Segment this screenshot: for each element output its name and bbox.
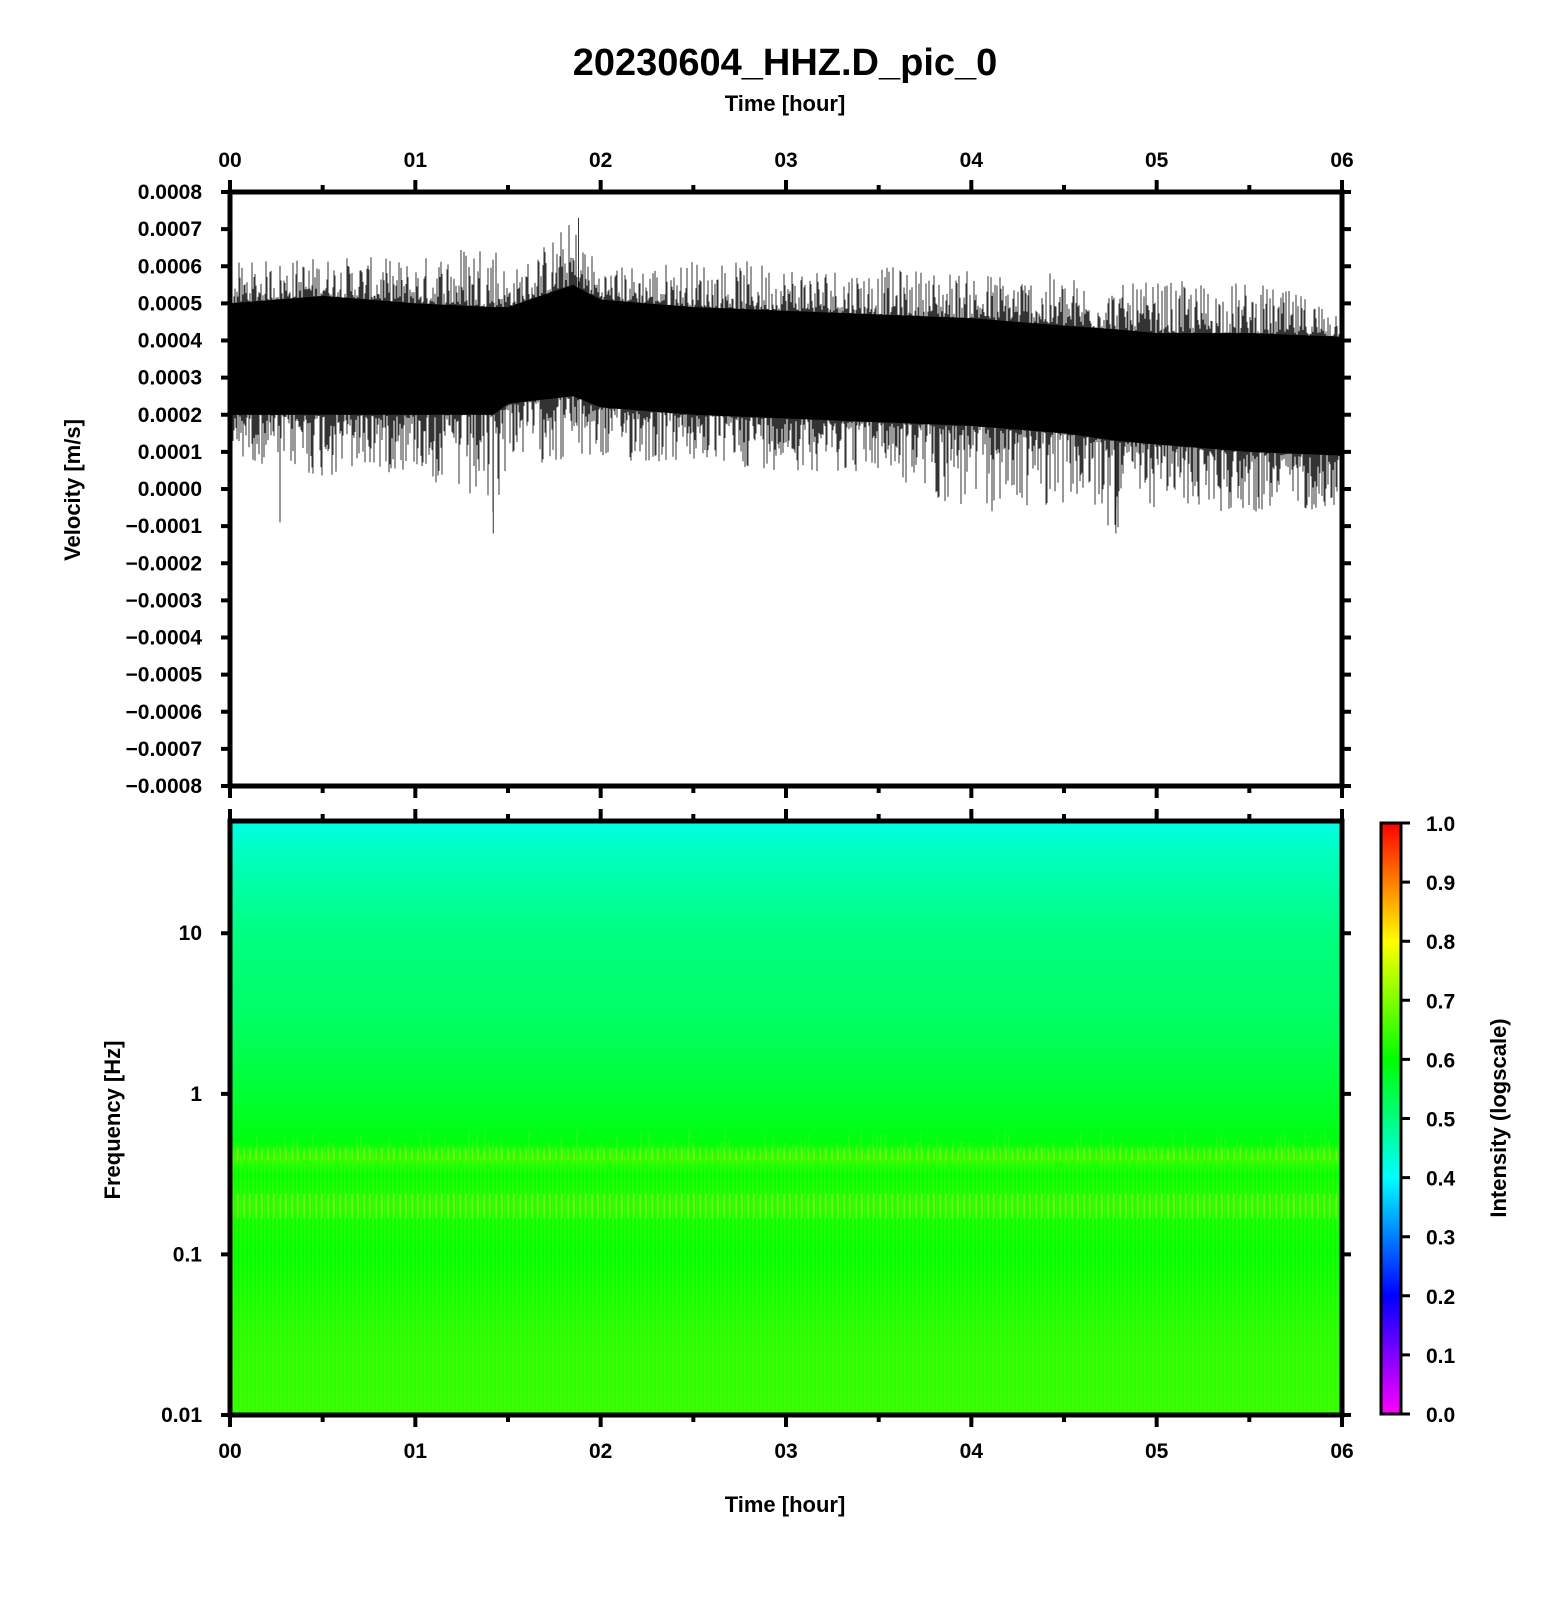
waveform-ytick-label: −0.0002 [126, 552, 203, 575]
spectrogram-xtick-label: 00 [218, 1440, 241, 1463]
waveform-top-xlabel: Time [hour] [725, 91, 846, 116]
waveform-ytick-label: −0.0005 [126, 664, 203, 687]
waveform-xtick-label: 05 [1145, 149, 1169, 172]
spectrogram-ytick-label: 1 [190, 1083, 202, 1106]
spectrogram-xtick-labels: 00 01 02 03 04 05 06 [218, 1440, 1353, 1463]
colorbar-tick-label: 0.5 [1426, 1109, 1456, 1132]
spectrogram-xtick-label: 03 [774, 1440, 797, 1463]
spectrogram-xtick-label: 01 [404, 1440, 428, 1463]
spectrogram-image [230, 821, 1342, 1415]
waveform-ytick-label: −0.0004 [126, 627, 203, 650]
waveform-ytick-label: 0.0002 [138, 404, 202, 427]
waveform-xtick-label: 06 [1330, 149, 1353, 172]
colorbar-tick-label: 0.2 [1426, 1286, 1455, 1309]
waveform-ytick-labels: 0.0008 0.0007 0.0006 0.0005 0.0004 0.0003 0.00… [126, 181, 203, 798]
colorbar-tick-label: 0.1 [1426, 1345, 1456, 1368]
waveform-xtick-label: 04 [960, 149, 984, 172]
spectrogram-ytick-label: 10 [179, 922, 202, 945]
waveform-ytick-label: 0.0004 [138, 330, 203, 353]
colorbar-tick-label: 0.6 [1426, 1049, 1455, 1072]
waveform-xtick-label: 00 [218, 149, 241, 172]
colorbar-tick-label: 0.7 [1426, 990, 1455, 1013]
waveform-ytick-label: 0.0007 [138, 218, 202, 241]
waveform-ytick-label: −0.0003 [126, 589, 203, 612]
waveform-panel: Time [hour] Velocity [m/s] 0.00080.00070… [60, 91, 1354, 798]
colorbar-tick-label: 0.3 [1426, 1227, 1455, 1250]
waveform-ylabel: Velocity [m/s] [60, 419, 85, 561]
colorbar-tick-labels: 1.0 0.9 0.8 0.7 0.6 0.5 0.4 0.3 0.2 0.1 0.0 [1426, 813, 1456, 1427]
waveform-ytick-label: 0.0003 [138, 367, 202, 390]
spectrogram-xtick-label: 06 [1330, 1440, 1353, 1463]
waveform-ytick-label: 0.0008 [138, 181, 203, 204]
waveform-xtick-label: 03 [774, 149, 797, 172]
spectrogram-ytick-labels: 10 1 0.1 0.01 [161, 922, 202, 1427]
spectrogram-stripes [232, 1129, 1338, 1413]
waveform-trace [231, 218, 1341, 534]
waveform-ytick-label: 0.0000 [138, 478, 202, 501]
colorbar-tick-label: 0.8 [1426, 931, 1456, 954]
spectrogram-xtick-label: 04 [960, 1440, 984, 1463]
waveform-ytick-label: 0.0006 [138, 255, 202, 278]
colorbar-ticks [1401, 821, 1410, 1416]
spectrogram-ytick-label: 0.01 [161, 1404, 202, 1427]
spectrogram-xtick-label: 02 [589, 1440, 612, 1463]
spectrogram-xlabel: Time [hour] [725, 1492, 846, 1517]
colorbar-tick-label: 1.0 [1426, 813, 1455, 836]
spectrogram-ylabel: Frequency [Hz] [100, 1041, 125, 1200]
colorbar-gradient [1379, 821, 1403, 1416]
colorbar-tick-marks [1401, 821, 1410, 1416]
spectrogram-ticks [221, 809, 1351, 1427]
chart-title: 20230604_HHZ.D_pic_0 [573, 42, 998, 84]
spectrogram-ytick-label: 0.1 [173, 1243, 203, 1266]
waveform-xtick-label: 01 [404, 149, 428, 172]
waveform-ytick-label: 0.0005 [138, 292, 203, 315]
spectrogram-tick-marks [221, 809, 1351, 1427]
colorbar-tick-label: 0.9 [1426, 872, 1455, 895]
waveform-ytick-label: −0.0006 [126, 701, 203, 724]
waveform-xtick-labels: 00 01 02 03 04 05 06 [218, 149, 1353, 172]
colorbar-tick-label: 0.0 [1426, 1404, 1455, 1427]
waveform-tick-marks [221, 180, 1351, 798]
spectrogram-xtick-label: 05 [1145, 1440, 1169, 1463]
colorbar-tick-label: 0.4 [1426, 1168, 1456, 1191]
waveform-frame [227, 189, 1345, 789]
waveform-xtick-label: 02 [589, 149, 612, 172]
waveform-ticks [221, 180, 1351, 798]
colorbar-label: Intensity (logscale) [1486, 1018, 1511, 1217]
waveform-ytick-label: 0.0001 [138, 441, 203, 464]
waveform-ytick-label: −0.0008 [126, 775, 203, 798]
waveform-ytick-label: −0.0007 [126, 738, 203, 761]
colorbar: 1.0 0.9 0.8 0.7 0.6 0.5 0.4 0.3 0.2 0.1 0.0 Intens… [1379, 813, 1511, 1427]
spectrogram-frame [227, 818, 1345, 1418]
waveform-ytick-label: −0.0001 [126, 515, 203, 538]
